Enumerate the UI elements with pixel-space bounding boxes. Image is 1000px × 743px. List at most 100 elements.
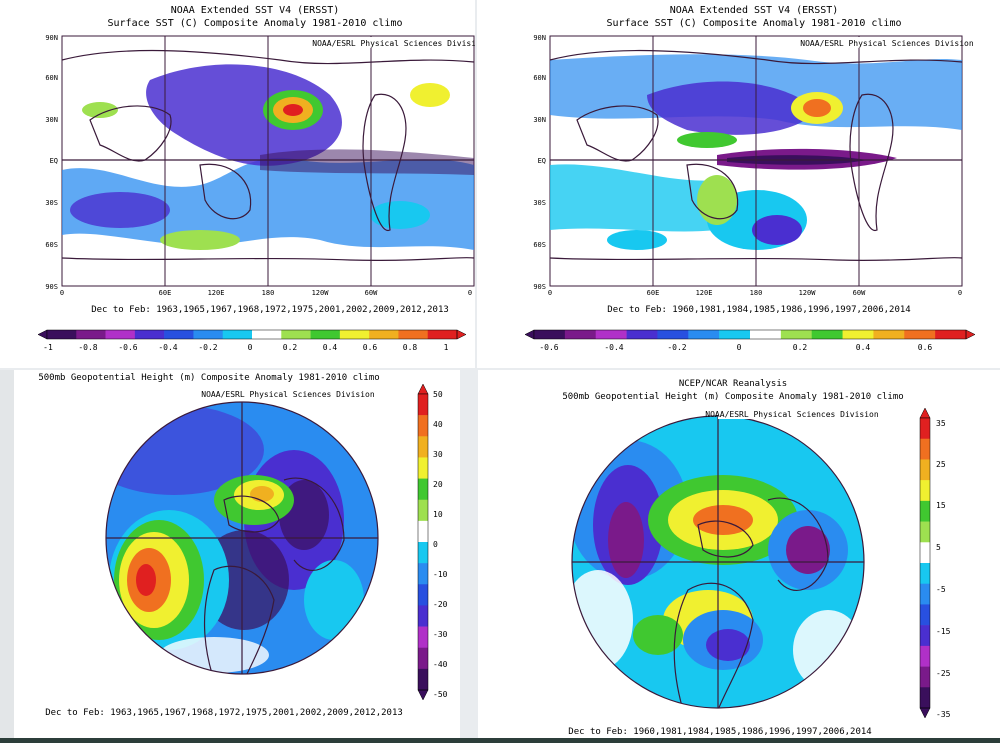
credit-label: NOAA/ESRL Physical Sciences Division [312, 39, 475, 48]
colorbar-label: -0.6 [539, 343, 558, 352]
map-caption: Dec to Feb: 1960,1981,1984,1985,1986,199… [607, 305, 910, 315]
colorbar-swatch [920, 521, 930, 543]
colorbar-label: 20 [433, 480, 443, 489]
colorbar-label: 15 [936, 501, 946, 510]
colorbar-swatch [920, 687, 930, 709]
map-title: NOAA Extended SST V4 (ERSST) [670, 5, 839, 16]
colorbar-label: -35 [936, 710, 951, 719]
colorbar-swatch [564, 330, 597, 339]
lon-label: 120E [696, 289, 713, 297]
colorbar-arrow [456, 329, 467, 340]
colorbar-swatch [626, 330, 658, 339]
colorbar-swatch [418, 542, 428, 564]
colorbar-swatch [418, 394, 428, 416]
colorbar-swatch [418, 436, 428, 458]
map-area [549, 35, 963, 287]
colorbar [37, 329, 467, 340]
colorbar-label: -0.4 [604, 343, 623, 352]
colorbar-label: 0.4 [323, 343, 338, 352]
lon-label: 60E [647, 289, 660, 297]
colorbar [919, 407, 931, 719]
lat-label: 30S [533, 199, 546, 207]
colorbar-swatch [281, 330, 311, 339]
colorbar-swatch [252, 330, 282, 339]
lat-label: 90N [45, 34, 58, 42]
colorbar-arrow [524, 329, 535, 340]
hgt-map-2: NCEP/NCAR Reanalysis 500mb Geopotential … [562, 379, 951, 737]
credit-label: NOAA/ESRL Physical Sciences Division [705, 410, 879, 419]
colorbar-frame [919, 417, 931, 709]
map-subtitle: Surface SST (C) Composite Anomaly 1981-2… [606, 18, 901, 29]
lon-label: 120W [799, 289, 817, 297]
lon-label: 60W [365, 289, 378, 297]
page-margin [0, 370, 14, 743]
sst-panel-2: NOAA Extended SST V4 (ERSST) Surface SST… [477, 0, 1000, 368]
colorbar-swatch [369, 330, 399, 339]
lat-label: 60N [533, 74, 546, 82]
colorbar-label: 0.6 [363, 343, 378, 352]
colorbar-label: -10 [433, 570, 448, 579]
colorbar-label: 0 [248, 343, 253, 352]
colorbar-swatch [904, 330, 936, 339]
colorbar-label: 0.4 [856, 343, 871, 352]
colorbar-label: 5 [936, 543, 941, 552]
colorbar [524, 329, 976, 340]
sst-map-2: NOAA Extended SST V4 (ERSST) Surface SST… [524, 5, 976, 352]
colorbar-arrow [417, 383, 429, 395]
colorbar-swatch [920, 542, 930, 564]
colorbar-label: 0.8 [403, 343, 418, 352]
colorbar-arrow [965, 329, 976, 340]
colorbar-swatch [920, 563, 930, 585]
lat-label: 90S [45, 283, 58, 291]
hgt-panel-1: 500mb Geopotential Height (m) Composite … [14, 370, 460, 738]
hgt-panel-2: NCEP/NCAR Reanalysis 500mb Geopotential … [478, 370, 1000, 738]
colorbar-swatch [719, 330, 751, 339]
colorbar-swatch [920, 418, 930, 440]
colorbar-swatch [842, 330, 874, 339]
colorbar-swatch [418, 478, 428, 501]
colorbar-swatch [920, 666, 930, 688]
colorbar-label: 30 [433, 450, 443, 459]
map-title: NOAA Extended SST V4 (ERSST) [171, 5, 340, 16]
colorbar-swatch [398, 330, 429, 339]
colorbar-swatch [920, 583, 930, 605]
colorbar-label: 0 [433, 540, 438, 549]
sst-map-1: NOAA Extended SST V4 (ERSST) Surface SST… [37, 5, 475, 352]
colorbar-label: -0.2 [667, 343, 686, 352]
colorbar-swatch [935, 330, 967, 339]
colorbar-label: 1 [444, 343, 449, 352]
colorbar-label: 0.2 [283, 343, 298, 352]
colorbar-label: -15 [936, 627, 951, 636]
colorbar-swatch [595, 330, 627, 339]
colorbar-frame [46, 329, 458, 340]
colorbar-label: 25 [936, 460, 946, 469]
lon-label: 0 [958, 289, 962, 297]
colorbar-label: 0.6 [918, 343, 933, 352]
colorbar-swatch [418, 626, 428, 649]
map-caption: Dec to Feb: 1963,1965,1967,1968,1972,197… [45, 708, 403, 718]
colorbar-arrow [37, 329, 48, 340]
colorbar-swatch [418, 605, 428, 627]
colorbar-label: -1 [43, 343, 53, 352]
lon-label: 0 [60, 289, 64, 297]
colorbar-label: 0 [737, 343, 742, 352]
hgt-map-1: 500mb Geopotential Height (m) Composite … [38, 373, 448, 718]
colorbar-label: -0.2 [198, 343, 217, 352]
lat-label: 90N [533, 34, 546, 42]
colorbar-label: -0.4 [158, 343, 177, 352]
colorbar-swatch [418, 584, 428, 606]
colorbar-swatch [418, 563, 428, 585]
colorbar-label: -30 [433, 630, 448, 639]
colorbar-swatch [920, 500, 930, 522]
colorbar-label: -0.6 [118, 343, 137, 352]
lat-label: 30N [533, 116, 546, 124]
colorbar-swatch [780, 330, 813, 339]
colorbar-label: -0.8 [78, 343, 97, 352]
colorbar-arrow [919, 407, 931, 419]
map-subtitle: 500mb Geopotential Height (m) Composite … [562, 392, 903, 402]
colorbar-swatch [920, 459, 930, 481]
lon-label: 60W [853, 289, 866, 297]
colorbar-swatch [339, 330, 370, 339]
lat-label: 30N [45, 116, 58, 124]
colorbar-label: -5 [936, 585, 946, 594]
